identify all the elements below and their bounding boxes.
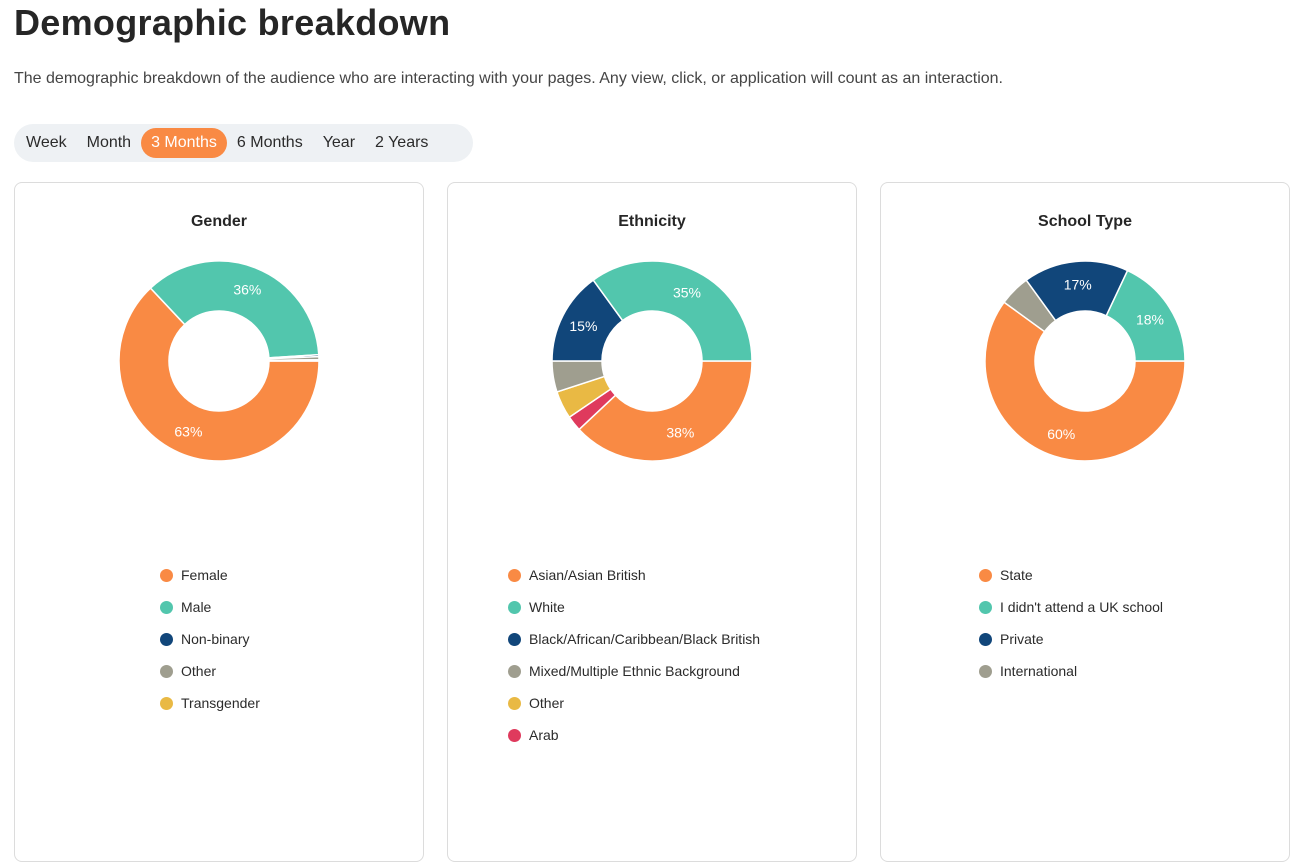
legend-dot-icon — [979, 600, 992, 614]
slice-white[interactable] — [592, 260, 753, 362]
time-range-selector: Week Month 3 Months 6 Months Year 2 Year… — [14, 124, 473, 162]
legend-dot-icon — [160, 632, 173, 646]
data-label: 36% — [233, 281, 261, 297]
legend-dot-icon — [508, 696, 521, 710]
legend-label: White — [529, 599, 565, 615]
chart-legend: State I didn't attend a UK school Private I… — [979, 559, 1163, 687]
legend-label: Female — [181, 567, 228, 583]
legend-dot-icon — [508, 600, 521, 614]
legend-label: Mixed/Multiple Ethnic Background — [529, 663, 740, 679]
data-label: 17% — [1064, 276, 1092, 292]
legend-label: International — [1000, 663, 1078, 679]
legend-item-white[interactable]: White — [508, 591, 760, 623]
page-title: Demographic breakdown — [14, 2, 451, 43]
school-type-donut-chart: 60% 17% 18% — [984, 260, 1186, 462]
legend-label: Black/African/Caribbean/Black British — [529, 631, 761, 647]
legend-label: I didn't attend a UK school — [1000, 599, 1163, 615]
gender-chart-card: Gender 63% 36% Female Male Non-binary Other T… — [14, 182, 424, 862]
legend-item-international[interactable]: International — [979, 655, 1163, 687]
slice-female[interactable] — [118, 287, 320, 462]
data-label: 35% — [673, 284, 701, 300]
legend-dot-icon — [508, 568, 521, 582]
tab-month[interactable]: Month — [86, 134, 132, 151]
legend-item-state[interactable]: State — [979, 559, 1163, 591]
tab-6-months[interactable]: 6 Months — [236, 134, 303, 151]
slice-transgender[interactable] — [268, 358, 320, 362]
legend-dot-icon — [160, 696, 173, 710]
legend-item-i-didn-t-attend-a-uk-school[interactable]: I didn't attend a UK school — [979, 591, 1163, 623]
legend-dot-icon — [508, 664, 521, 678]
chart-legend: Asian/Asian British White Black/African/Ca… — [508, 559, 760, 751]
legend-dot-icon — [160, 600, 173, 614]
legend-label: Asian/Asian British — [529, 567, 646, 583]
legend-item-non-binary[interactable]: Non-binary — [160, 623, 260, 655]
legend-dot-icon — [979, 568, 992, 582]
legend-label: Arab — [529, 727, 559, 743]
school-type-chart-card: School Type 60% 17% 18% State I didn't atte… — [880, 182, 1290, 862]
tab-week[interactable]: Week — [26, 134, 67, 151]
legend-item-mixed-multiple-ethnic-background[interactable]: Mixed/Multiple Ethnic Background — [508, 655, 760, 687]
legend-item-arab[interactable]: Arab — [508, 719, 760, 751]
legend-dot-icon — [508, 728, 521, 742]
legend-item-other[interactable]: Other — [508, 687, 760, 719]
slice-i-didn-t-attend-a-uk-school[interactable] — [1105, 269, 1186, 362]
chart-title: School Type — [1038, 213, 1132, 230]
legend-dot-icon — [160, 568, 173, 582]
ethnicity-chart-card: Ethnicity 38% 15% 35% Asian/Asian British W… — [447, 182, 857, 862]
data-label: 38% — [666, 425, 694, 441]
chart-title: Gender — [190, 213, 247, 230]
page-description: The demographic breakdown of the audienc… — [14, 70, 1003, 87]
data-label: 18% — [1136, 312, 1164, 328]
chart-title: Ethnicity — [618, 213, 686, 230]
slice-asian-asian-british[interactable] — [578, 360, 753, 462]
legend-item-other[interactable]: Other — [160, 655, 260, 687]
legend-dot-icon — [160, 664, 173, 678]
legend-dot-icon — [979, 632, 992, 646]
legend-label: Other — [181, 663, 217, 679]
legend-dot-icon — [979, 664, 992, 678]
legend-label: Other — [529, 695, 565, 711]
data-label: 60% — [1047, 426, 1075, 442]
legend-label: State — [1000, 567, 1033, 583]
legend-label: Transgender — [181, 695, 260, 711]
tab-year[interactable]: Year — [322, 134, 356, 151]
tab-2-years[interactable]: 2 Years — [375, 134, 429, 151]
legend-label: Non-binary — [181, 631, 250, 647]
legend-dot-icon — [508, 632, 521, 646]
data-label: 63% — [174, 424, 202, 440]
legend-item-private[interactable]: Private — [979, 623, 1163, 655]
legend-item-asian-asian-british[interactable]: Asian/Asian British — [508, 559, 760, 591]
ethnicity-donut-chart: 38% 15% 35% — [551, 260, 753, 462]
gender-donut-chart: 63% 36% — [118, 260, 320, 462]
data-label: 15% — [569, 318, 597, 334]
legend-item-black-african-caribbean-black-british[interactable]: Black/African/Caribbean/Black British — [508, 623, 760, 655]
legend-item-female[interactable]: Female — [160, 559, 260, 591]
slice-state[interactable] — [984, 301, 1186, 462]
tab-3-months[interactable]: 3 Months — [141, 128, 227, 158]
legend-item-transgender[interactable]: Transgender — [160, 687, 260, 719]
legend-item-male[interactable]: Male — [160, 591, 260, 623]
legend-label: Male — [181, 599, 212, 615]
slice-male[interactable] — [149, 260, 320, 359]
legend-label: Private — [1000, 631, 1044, 647]
chart-legend: Female Male Non-binary Other Transgender — [160, 559, 260, 719]
